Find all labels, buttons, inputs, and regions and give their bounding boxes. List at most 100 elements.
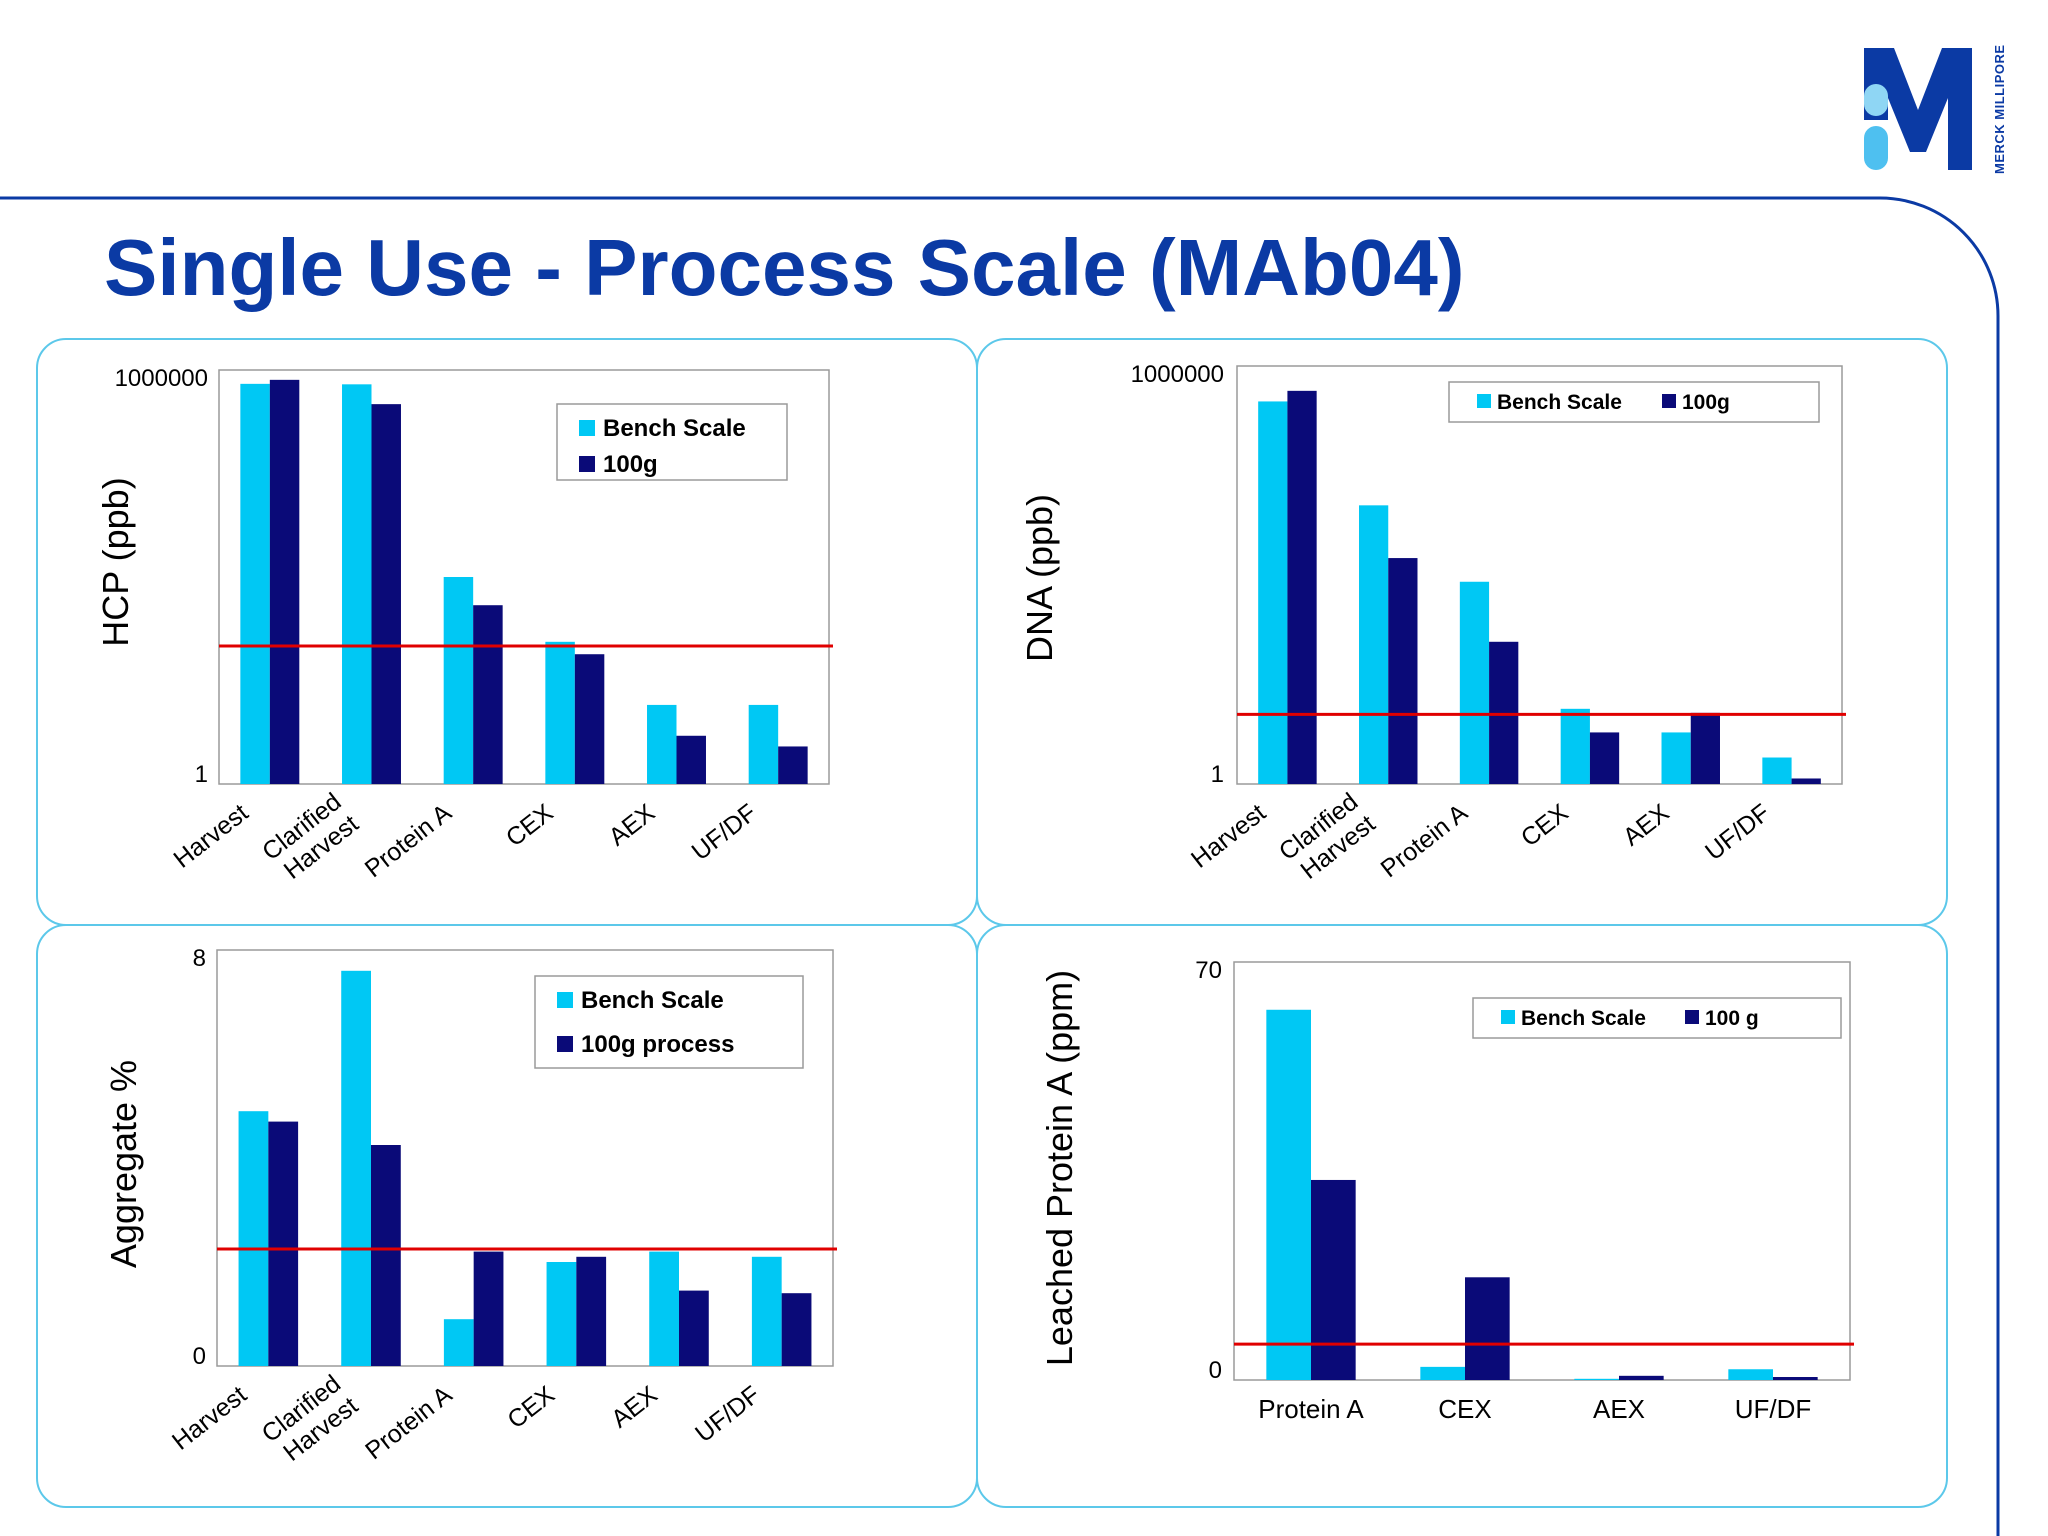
aggregate-chart: 0 8 Aggregate % Harvest ClarifiedHarvestProt… [103,945,837,1471]
y-tick-label: 1000000 [1131,361,1224,388]
bar-bench-0 [238,1111,269,1366]
bar-bench-3 [546,1262,577,1366]
bar-bench-0 [1258,401,1288,784]
legend-label: 100g [1682,391,1730,414]
bar-process-0 [1311,1179,1356,1380]
bar-process-3 [1773,1377,1818,1380]
category-label: Harvest [1186,799,1271,874]
legend-swatch [579,420,595,436]
logo-wordmark: MERCK MILLIPORE [1992,44,2007,174]
y-axis-label: HCP (ppb) [95,477,136,646]
category-label: AEX [606,1380,663,1433]
category-label: AEX [1593,1394,1645,1424]
bar-bench-0 [240,383,270,784]
y-tick-label: 1 [195,761,208,788]
y-axis-label: Aggregate % [103,1060,144,1268]
legend-label: Bench Scale [1521,1007,1646,1030]
bar-bench-2 [1574,1378,1619,1380]
bar-process-2 [1619,1375,1664,1380]
category-label: ClarifiedHarvest [1274,788,1381,889]
bar-process-1 [1388,558,1418,784]
slide-title: Single Use - Process Scale (MAb04) [104,223,1465,312]
merck-millipore-logo [1864,48,1972,170]
category-label: ClarifiedHarvest [257,1370,364,1471]
legend-swatch [1477,394,1491,408]
plot-area [1236,365,1843,785]
category-label: ClarifiedHarvest [257,788,364,889]
bar-bench-1 [341,970,371,1366]
bar-bench-4 [649,1251,679,1366]
bar-bench-3 [1560,708,1590,784]
category-label: AEX [1618,798,1675,851]
legend-box [1448,381,1820,423]
legend-box [1472,997,1842,1039]
legend-box [534,975,804,1069]
bar-process-4 [679,1290,709,1366]
bar-bench-3 [1728,1369,1773,1380]
category-label: CEX [1438,1394,1491,1424]
leached-protein-a-chart: 0 70 Leached Protein A (ppm) Protein A CEX AE… [1039,957,1854,1424]
category-label: Protein A [360,1380,457,1465]
bar-bench-2 [1459,581,1490,784]
legend-label: Bench Scale [581,987,724,1014]
y-tick-label: 1 [1211,761,1224,788]
bar-process-1 [371,1145,401,1366]
y-axis-label: Leached Protein A (ppm) [1039,970,1080,1366]
y-tick-label: 0 [193,1343,206,1370]
bar-process-0 [1287,390,1317,784]
bar-process-5 [1791,778,1821,784]
bar-process-3 [1589,732,1620,784]
bar-bench-0 [1266,1009,1311,1380]
legend-swatch [557,992,573,1008]
category-label: CEX [1516,798,1574,852]
legend-swatch [1685,1010,1699,1024]
bar-bench-5 [1762,757,1792,784]
bar-process-0 [268,1121,299,1366]
legend-swatch [557,1036,573,1052]
legend-swatch [579,456,595,472]
bar-process-1 [1465,1277,1510,1380]
category-label: CEX [501,798,559,852]
bar-process-3 [574,654,605,784]
bar-process-2 [473,605,503,784]
legend-label: Bench Scale [1497,391,1622,414]
legend-label: 100g [603,451,658,478]
category-label: CEX [502,1380,560,1434]
legend-label: 100g process [581,1031,734,1058]
bar-process-1 [371,404,401,784]
legend-box [556,403,788,481]
legend-label: 100 g [1705,1007,1759,1030]
category-label: Harvest [167,1381,252,1456]
bar-process-5 [778,746,808,784]
hcp-chart: 1 1000000 HCP (ppb) Harvest ClarifiedHarvest… [95,365,833,889]
bar-process-4 [1690,712,1720,784]
bar-process-4 [676,735,706,784]
category-label: Protein A [360,798,457,883]
bar-process-3 [576,1256,607,1366]
category-label: Protein A [1258,1394,1364,1424]
bar-bench-2 [443,1319,474,1366]
category-label: UF/DF [687,799,762,866]
bar-process-2 [473,1251,504,1366]
category-label: UF/DF [1700,799,1775,866]
legend-label: Bench Scale [603,415,746,442]
bar-bench-1 [1359,505,1389,784]
bar-bench-1 [342,384,372,784]
y-tick-label: 0 [1209,1357,1222,1384]
bar-bench-5 [748,704,779,784]
y-axis-label: DNA (ppb) [1019,494,1060,662]
dna-chart: 1 1000000 DNA (ppb) Harvest ClarifiedHarvest… [1019,361,1846,889]
legend-swatch [1501,1010,1515,1024]
legend-swatch [1662,394,1676,408]
category-label: UF/DF [1735,1394,1812,1424]
category-label: AEX [604,798,661,851]
bar-process-5 [781,1293,812,1366]
y-tick-label: 1000000 [115,365,208,392]
bar-bench-4 [1661,732,1691,784]
bar-process-0 [269,379,300,784]
bar-bench-1 [1420,1366,1465,1380]
category-label: Protein A [1376,798,1473,883]
bar-bench-4 [647,704,677,784]
bar-bench-2 [443,577,474,784]
y-tick-label: 70 [1195,957,1222,984]
